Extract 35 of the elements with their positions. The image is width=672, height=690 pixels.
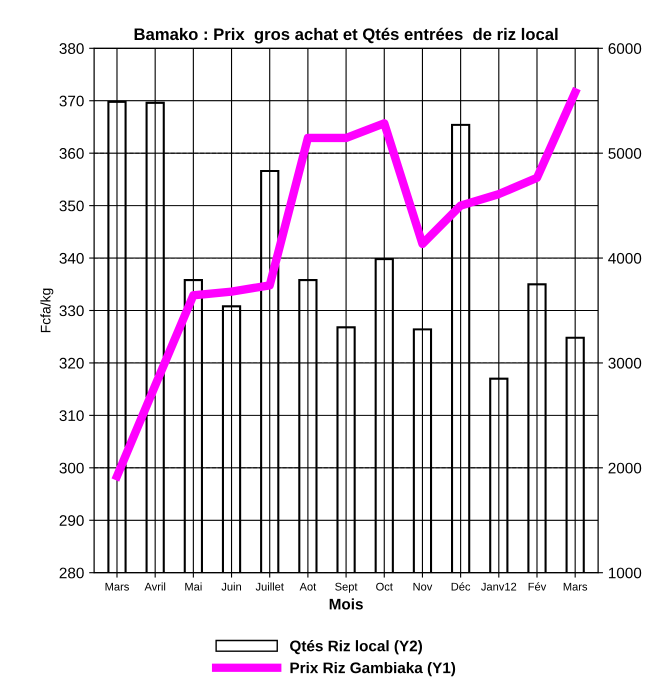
chart-title: Bamako : Prix gros achat et Qtés entrées de riz local [134, 28, 558, 44]
x-tick-label: Fév [528, 582, 546, 591]
x-tick-label: Sept [335, 582, 358, 593]
x-tick-label: Avril [144, 582, 166, 590]
y2-tick-label: 1000 [608, 568, 642, 578]
y2-tick-label: 5000 [608, 148, 642, 159]
y-tick-label: 330 [59, 305, 84, 316]
x-tick-label: Déc [452, 582, 470, 591]
y-tick-label: 280 [60, 568, 84, 578]
legend-label: Prix Riz Gambiaka (Y1) [290, 662, 456, 676]
y-tick-label: 350 [59, 200, 84, 212]
x-tick-label: Juillet [256, 582, 284, 591]
x-tick-label: Juin [222, 582, 242, 591]
y-tick-label: 310 [59, 410, 84, 422]
y-tick-label: 360 [59, 148, 84, 159]
x-tick-label: Mai [185, 582, 202, 591]
y-tick-label: 340 [59, 252, 84, 264]
y-tick-label: 320 [59, 358, 84, 369]
x-tick-label: Nov [413, 582, 432, 591]
x-tick-label: Oct [376, 582, 393, 591]
x-tick-label: Aot [300, 582, 316, 591]
y2-tick-label: 2000 [608, 462, 642, 474]
x-axis-title: Mois [330, 598, 363, 610]
y2-tick-label: 4000 [608, 252, 642, 264]
y2-tick-label: 6000 [608, 43, 642, 54]
x-tick-label: Mars [106, 582, 129, 591]
x-tick-label: Janv12 [481, 582, 516, 591]
y-axis-title: Fcfa/kg [40, 288, 54, 332]
y2-tick-label: 3000 [608, 358, 642, 369]
legend-label: Qtés Riz local (Y2) [290, 640, 422, 654]
y-tick-label: 290 [60, 515, 84, 526]
y-tick-label: 380 [59, 43, 84, 54]
y-tick-label: 300 [59, 462, 84, 474]
y-tick-label: 370 [59, 96, 84, 106]
x-tick-label: Mars [564, 582, 588, 591]
